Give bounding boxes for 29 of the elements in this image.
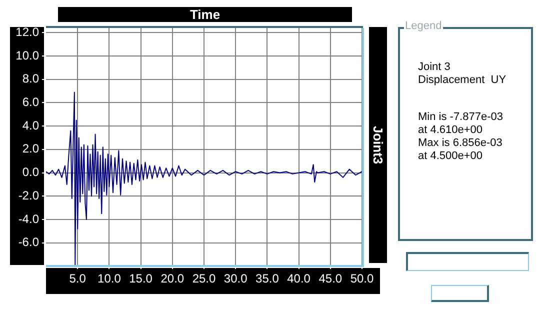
x-tick-label: 15.0 [129,272,153,286]
x-tick-label: 30.0 [224,272,248,286]
y-tick-label: 6.0 [22,95,40,110]
y-axis-title: Joint3 [370,126,386,164]
y-tick-label: 2.0 [22,142,40,156]
y-tick-label: 10.0 [16,48,40,62]
text: Joint 3 [418,61,452,74]
x-tick-label: 35.0 [256,272,280,286]
y-tick-label: 12.0 [16,24,40,39]
text: Max is 6.856e-03 [418,137,504,150]
x-tick-label: 25.0 [192,272,216,286]
y-tick-label: -4.0 [18,212,40,226]
x-axis-title: Time [58,7,352,22]
y-tick-label: -6.0 [18,235,40,250]
text: at 4.500e+00 [418,150,484,163]
y-tick-label: 4.0 [22,118,40,132]
x-tick-label: 50.0 [350,272,374,286]
text: Displacement UY [418,74,506,87]
text: Legend [404,20,443,32]
y-tick-label: 0.0 [22,165,40,180]
text: at 4.610e+00 [418,124,484,137]
y-tick-label: 8.0 [22,72,40,86]
text: Min is -7.877e-03 [418,111,504,124]
x-tick-label: 10.0 [98,272,122,286]
y-tick-label: -2.0 [18,188,40,202]
x-tick-label: 20.0 [160,272,184,286]
x-tick-label: 45.0 [318,272,342,286]
x-tick-label: 5.0 [69,272,86,286]
x-tick-label: 40.0 [287,272,311,286]
